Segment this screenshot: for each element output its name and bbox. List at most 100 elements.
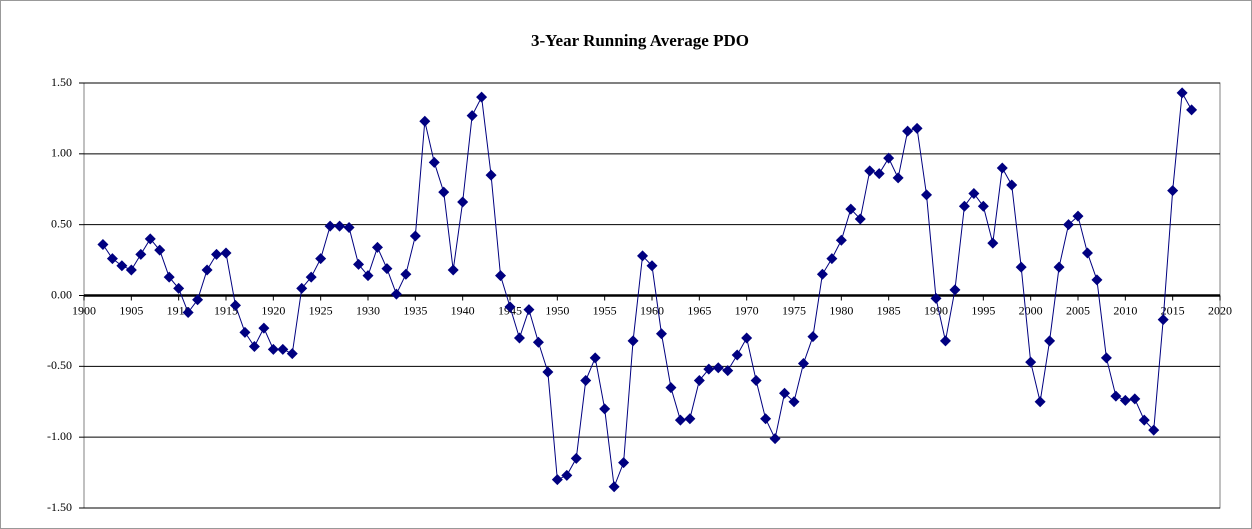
data-point: [835, 234, 847, 246]
data-point: [457, 196, 469, 208]
y-tick-label: 1.50: [51, 75, 72, 89]
data-point: [779, 387, 791, 399]
data-point: [1025, 356, 1037, 368]
data-point: [561, 469, 573, 481]
data-point: [996, 162, 1008, 174]
data-point: [1157, 314, 1169, 326]
data-point: [239, 326, 251, 338]
data-point: [248, 341, 260, 352]
data-point: [419, 115, 431, 127]
x-tick-label: 1970: [735, 303, 759, 317]
data-point: [334, 220, 346, 232]
data-point: [106, 253, 118, 265]
x-tick-label: 1955: [593, 303, 617, 317]
data-point: [154, 244, 166, 256]
y-tick-label: 1.00: [51, 146, 72, 160]
data-point: [1044, 335, 1056, 347]
data-point: [589, 352, 601, 364]
x-tick-label: 1960: [640, 303, 664, 317]
data-point: [1186, 104, 1198, 116]
data-point: [466, 110, 478, 122]
data-point: [400, 268, 412, 280]
data-point: [192, 294, 204, 306]
y-tick-label: 0.00: [51, 287, 72, 301]
x-tick-label: 2020: [1208, 303, 1232, 317]
x-tick-label: 1935: [403, 303, 427, 317]
y-tick-label: -1.50: [47, 500, 72, 514]
data-point: [211, 248, 223, 260]
data-point: [722, 365, 734, 377]
data-point: [532, 336, 544, 348]
data-point: [1053, 261, 1065, 273]
data-point: [551, 474, 563, 486]
x-tick-label: 1940: [451, 303, 475, 317]
data-point: [201, 264, 213, 276]
data-point: [665, 382, 677, 394]
x-tick-label: 1920: [261, 303, 285, 317]
data-point: [655, 328, 667, 340]
data-point: [693, 375, 705, 386]
data-point: [892, 172, 904, 184]
y-tick-label: -1.00: [47, 429, 72, 443]
data-point: [741, 332, 753, 344]
data-point: [1006, 179, 1018, 191]
data-point: [315, 253, 327, 265]
x-tick-label: 1985: [877, 303, 901, 317]
data-point: [495, 270, 507, 282]
data-point: [618, 457, 630, 469]
data-point: [1129, 393, 1141, 405]
data-point: [939, 335, 951, 347]
data-point: [1063, 219, 1075, 231]
data-point: [305, 271, 317, 283]
data-point: [485, 169, 497, 181]
data-point: [1015, 261, 1027, 273]
data-point: [1167, 185, 1179, 197]
data-point: [362, 270, 374, 282]
data-point: [1034, 396, 1046, 408]
data-point: [864, 165, 876, 177]
data-point: [523, 304, 535, 316]
data-point: [570, 452, 582, 464]
data-point: [816, 268, 828, 280]
data-point: [1148, 424, 1160, 436]
data-point: [220, 247, 232, 259]
data-point: [258, 322, 270, 334]
x-tick-label: 1905: [119, 303, 143, 317]
data-point: [343, 222, 355, 233]
data-point: [580, 375, 592, 386]
data-point: [731, 349, 743, 361]
data-point: [513, 332, 525, 344]
x-tick-label: 2000: [1019, 303, 1043, 317]
data-point: [1091, 274, 1103, 286]
data-point: [371, 241, 383, 253]
data-point: [144, 233, 156, 245]
x-tick-label: 1995: [971, 303, 995, 317]
data-point: [267, 343, 279, 355]
data-point: [1138, 414, 1150, 426]
data-point: [627, 335, 639, 347]
data-point: [958, 200, 970, 212]
data-point: [921, 189, 933, 201]
x-tick-label: 2005: [1066, 303, 1090, 317]
data-point: [977, 200, 989, 212]
data-point: [769, 433, 781, 445]
data-point: [135, 248, 147, 260]
x-tick-label: 1950: [545, 303, 569, 317]
y-tick-label: 0.50: [51, 216, 72, 230]
x-tick-label: 1925: [309, 303, 333, 317]
x-tick-label: 2010: [1113, 303, 1137, 317]
x-tick-label: 1900: [72, 303, 96, 317]
data-point: [173, 282, 185, 294]
data-point: [381, 263, 393, 275]
data-point: [1119, 394, 1131, 406]
x-tick-label: 1990: [924, 303, 948, 317]
data-point: [1110, 390, 1122, 402]
data-point: [750, 375, 762, 386]
data-point: [902, 125, 914, 137]
data-point: [637, 250, 649, 262]
data-point: [296, 282, 308, 294]
data-point: [684, 413, 696, 425]
data-point: [438, 186, 450, 198]
data-point: [987, 237, 999, 249]
